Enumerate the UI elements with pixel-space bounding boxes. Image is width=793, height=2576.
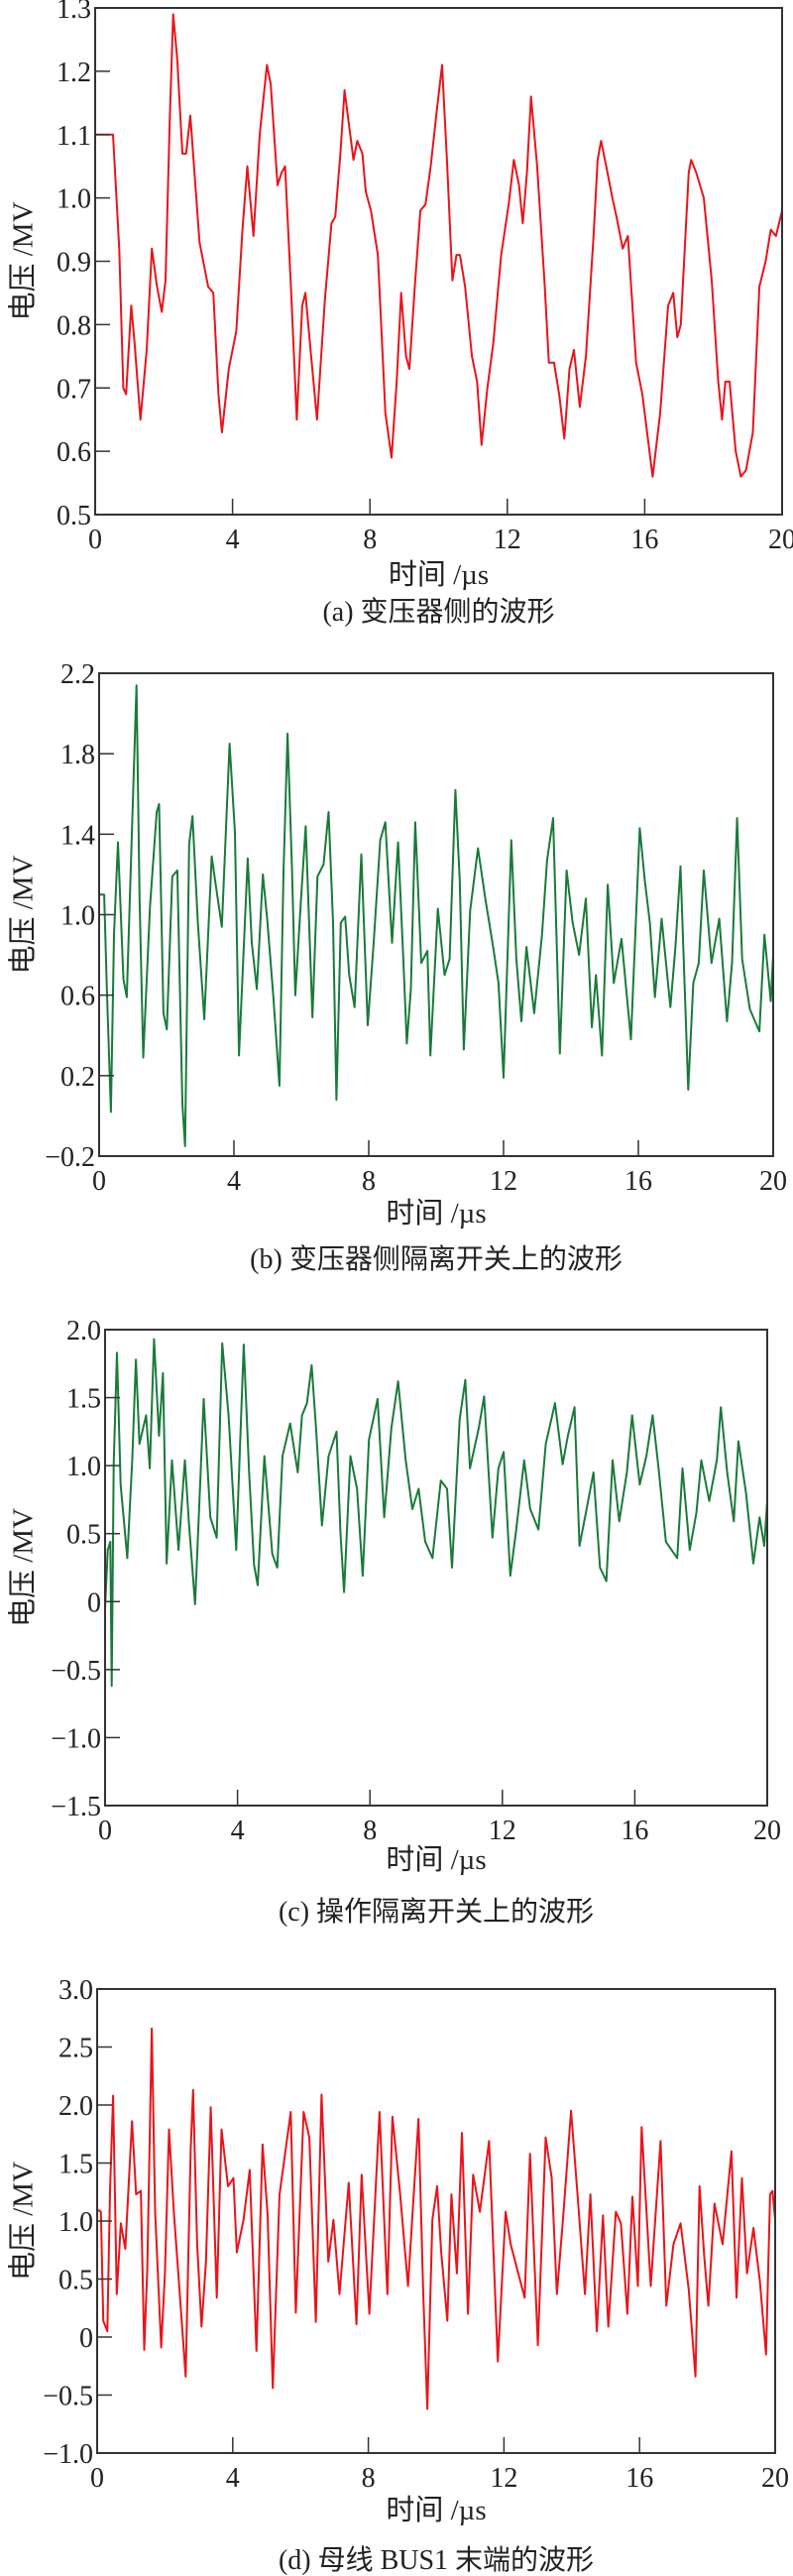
y-tick-label: 0.7 bbox=[57, 374, 91, 405]
y-axis-title: 电压 /MV bbox=[7, 855, 40, 974]
x-tick-label: 4 bbox=[227, 1166, 241, 1197]
y-tick-label: 0.8 bbox=[57, 310, 91, 341]
x-tick-label: 0 bbox=[92, 1166, 106, 1197]
chart-caption: (d) 母线 BUS1 末端的波形 bbox=[279, 2544, 594, 2576]
x-tick-label: 20 bbox=[759, 1166, 787, 1197]
x-tick-label: 16 bbox=[621, 1815, 648, 1846]
chart-b: 0 4 8 12 16 20 −0.2 0.2 0.6 1.0 1.4 1.8 2.2 时间 /µs 电压 … bbox=[7, 659, 787, 1275]
y-tick-label: 1.3 bbox=[57, 0, 91, 25]
x-axis-title: 时间 /µs bbox=[389, 558, 489, 591]
y-tick-label: 0 bbox=[87, 1587, 101, 1618]
x-tick-label: 12 bbox=[490, 2463, 517, 2494]
y-tick-label: 2.0 bbox=[58, 2091, 93, 2122]
waveform-line bbox=[99, 684, 774, 1147]
y-tick-label: 2.5 bbox=[58, 2034, 93, 2064]
x-tick-label: 16 bbox=[625, 2463, 653, 2494]
plot-frame bbox=[104, 1329, 768, 1807]
y-tick-label: 0.5 bbox=[58, 2266, 93, 2296]
y-tick-label: 3.0 bbox=[58, 1975, 93, 2006]
x-tick-label: 8 bbox=[363, 1815, 377, 1846]
y-tick-label: 1.1 bbox=[57, 121, 91, 152]
y-tick-label: 1.0 bbox=[60, 901, 95, 932]
x-axis-title: 时间 /µs bbox=[386, 2494, 486, 2526]
y-tick-label: 2.2 bbox=[60, 659, 95, 690]
y-tick-label: 1.5 bbox=[66, 1384, 101, 1415]
x-tick-label: 16 bbox=[624, 1166, 652, 1197]
chart-caption: (a) 变压器侧的波形 bbox=[322, 596, 554, 628]
x-axis-title: 时间 /µs bbox=[386, 1197, 486, 1229]
y-tick-label: 0.6 bbox=[60, 982, 95, 1012]
y-tick-label: 2.0 bbox=[66, 1316, 101, 1347]
y-tick-label: 0.5 bbox=[66, 1520, 101, 1551]
x-tick-label: 4 bbox=[226, 525, 240, 555]
y-tick-label: 0.2 bbox=[60, 1062, 95, 1093]
y-tick-label: −0.5 bbox=[51, 1656, 101, 1687]
waveform-line bbox=[96, 2027, 776, 2410]
y-tick-label: 0.5 bbox=[57, 501, 91, 531]
x-tick-label: 8 bbox=[362, 1166, 376, 1197]
y-axis-title: 电压 /MV bbox=[7, 2162, 40, 2281]
chart-c: 0 4 8 12 16 20 −1.5 −1.0 −0.5 0 0.5 1.0 1.5 2.0 时间 /µs… bbox=[7, 1316, 781, 1928]
y-tick-label: −0.2 bbox=[45, 1142, 95, 1173]
y-tick-label: 1.4 bbox=[60, 820, 95, 851]
plot-frame bbox=[96, 1988, 776, 2454]
plot-frame bbox=[94, 7, 783, 516]
y-tick-label: 1.0 bbox=[66, 1452, 101, 1482]
x-tick-label: 16 bbox=[630, 525, 658, 555]
chart-caption: (b) 变压器侧隔离开关上的波形 bbox=[250, 1243, 623, 1275]
y-tick-label: −1.5 bbox=[51, 1792, 101, 1822]
x-tick-label: 8 bbox=[362, 2463, 376, 2494]
y-tick-label: 0 bbox=[79, 2323, 93, 2354]
x-tick-label: 20 bbox=[753, 1815, 781, 1846]
y-tick-label: −1.0 bbox=[51, 1723, 101, 1754]
chart-caption: (c) 操作隔离开关上的波形 bbox=[279, 1896, 594, 1928]
x-tick-label: 12 bbox=[494, 525, 521, 555]
x-tick-label: 0 bbox=[88, 525, 102, 555]
x-tick-label: 12 bbox=[489, 1815, 516, 1846]
waveform-line bbox=[104, 1338, 768, 1688]
x-tick-label: 12 bbox=[490, 1166, 517, 1197]
y-tick-label: 1.0 bbox=[58, 2207, 93, 2238]
waveform-line bbox=[95, 13, 783, 478]
chart-d: 0 4 8 12 16 20 −1.0 −0.5 0 0.5 1.0 1.5 2.0 2.5 3.0 时间 /… bbox=[7, 1975, 789, 2576]
x-tick-label: 20 bbox=[761, 2463, 789, 2494]
y-tick-label: 1.2 bbox=[57, 58, 91, 88]
y-tick-label: 1.8 bbox=[60, 740, 95, 770]
x-tick-label: 20 bbox=[768, 525, 793, 555]
x-tick-label: 0 bbox=[98, 1815, 112, 1846]
y-tick-label: −0.5 bbox=[43, 2382, 93, 2412]
y-axis-title: 电压 /MV bbox=[7, 201, 40, 320]
y-tick-label: 0.6 bbox=[57, 437, 91, 468]
y-tick-label: 0.9 bbox=[57, 248, 91, 279]
chart-a: 0 4 8 12 16 20 0.5 0.6 0.7 0.8 0.9 1.0 1.1 1.2 1.3 时间 /… bbox=[7, 0, 793, 628]
x-tick-label: 0 bbox=[90, 2463, 104, 2494]
plot-frame bbox=[98, 672, 774, 1157]
x-tick-label: 8 bbox=[363, 525, 377, 555]
x-axis-title: 时间 /µs bbox=[386, 1843, 486, 1876]
y-tick-label: −1.0 bbox=[43, 2439, 93, 2470]
y-tick-label: 1.0 bbox=[57, 184, 91, 215]
y-axis-title: 电压 /MV bbox=[7, 1508, 40, 1627]
y-tick-label: 1.5 bbox=[58, 2150, 93, 2180]
x-tick-label: 4 bbox=[231, 1815, 245, 1846]
x-tick-label: 4 bbox=[226, 2463, 240, 2494]
